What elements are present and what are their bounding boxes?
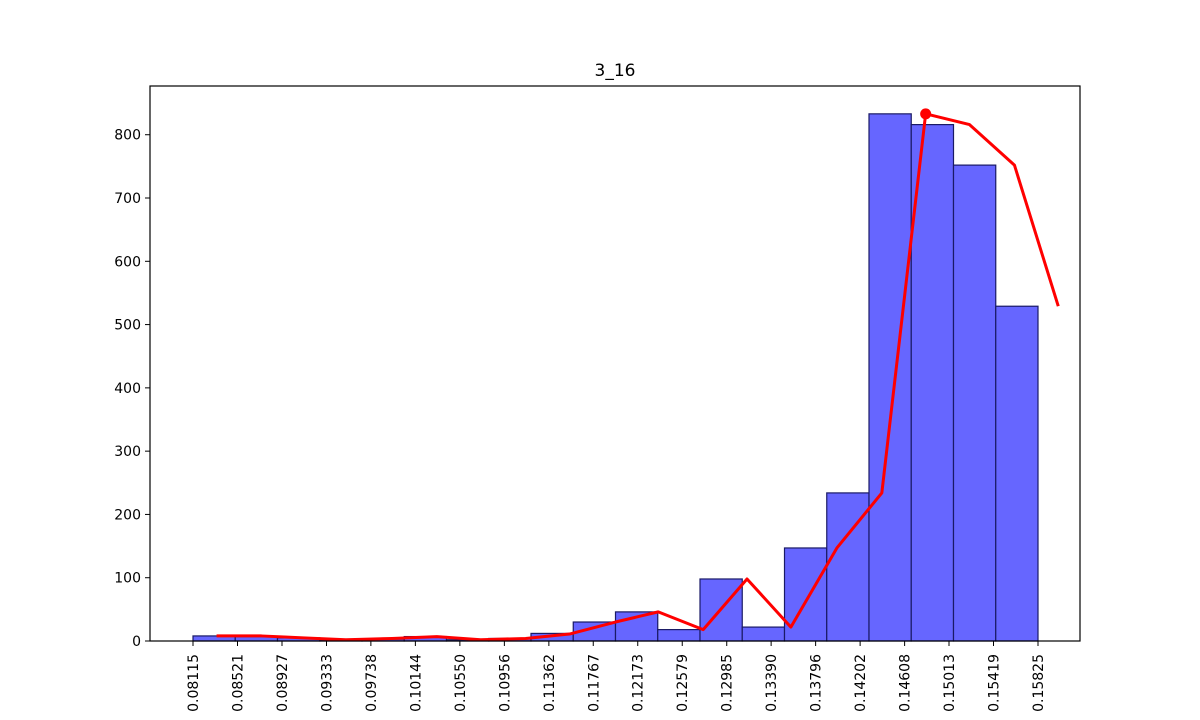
x-tick-label: 0.15419 [987, 654, 1003, 712]
y-axis: 0 100 200 300 400 500 600 700 800 [114, 128, 150, 650]
peak-marker [920, 108, 932, 120]
bar [995, 305, 1039, 642]
y-tick-label: 300 [114, 444, 141, 460]
x-tick-label: 0.10550 [453, 654, 469, 712]
x-tick-label: 0.08927 [275, 654, 291, 712]
x-tick-label: 0.12985 [720, 654, 736, 712]
x-tick-label: 0.10144 [408, 654, 424, 712]
markers-group [920, 108, 932, 120]
y-tick-label: 400 [114, 381, 141, 397]
x-tick-label: 0.09738 [364, 654, 380, 712]
x-tick-label: 0.13390 [764, 654, 780, 712]
bar [868, 113, 912, 642]
x-tick-label: 0.15825 [1031, 654, 1047, 712]
x-tick-label: 0.12579 [675, 654, 691, 712]
bar [614, 611, 659, 642]
x-tick-label: 0.11767 [586, 654, 602, 712]
x-tick-label: 0.11362 [542, 654, 558, 712]
bars-group [192, 113, 1039, 642]
series-line [216, 112, 1060, 642]
y-tick-label: 800 [114, 128, 141, 144]
y-tick-label: 100 [114, 571, 141, 587]
x-tick-label: 0.14202 [853, 654, 869, 712]
bar [952, 164, 997, 642]
x-tick-label: 0.14608 [898, 654, 914, 712]
chart-title: 3_16 [595, 61, 636, 81]
plot-frame [149, 85, 1081, 642]
bar [657, 629, 701, 642]
y-tick-label: 700 [114, 191, 141, 207]
x-tick-label: 0.13796 [809, 654, 825, 712]
y-tick-label: 500 [114, 318, 141, 334]
bar [910, 124, 955, 642]
x-axis: 0.08115 0.08521 0.08927 0.09333 0.09738 0.101… [186, 641, 1047, 712]
x-tick-label: 0.12173 [631, 654, 647, 712]
x-tick-label: 0.15013 [942, 654, 958, 712]
y-tick-label: 600 [114, 254, 141, 270]
x-tick-label: 0.10956 [497, 654, 513, 712]
y-tick-label: 200 [114, 507, 141, 523]
x-tick-label: 0.08521 [230, 654, 246, 712]
x-tick-label: 0.08115 [186, 654, 202, 712]
y-tick-label: 0 [132, 634, 141, 650]
bar [741, 626, 786, 642]
x-tick-label: 0.09333 [319, 654, 335, 712]
